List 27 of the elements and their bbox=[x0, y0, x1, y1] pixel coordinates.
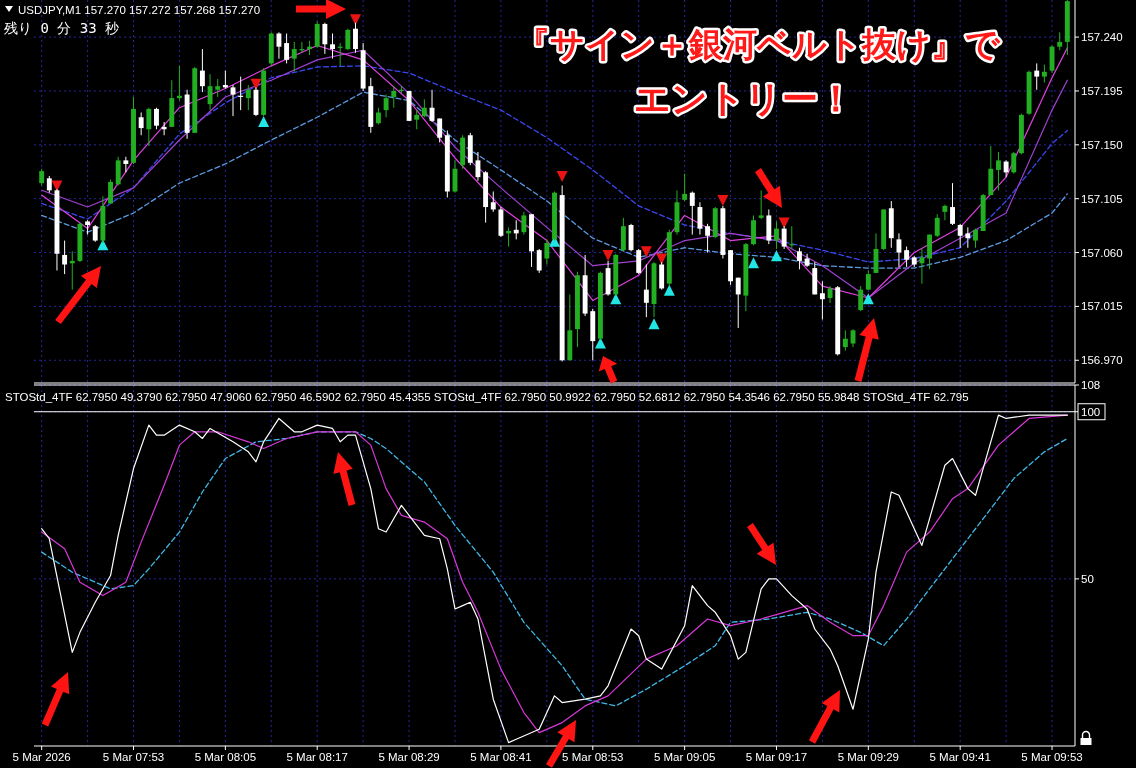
x-tick-label: 5 Mar 08:17 bbox=[286, 751, 348, 763]
x-tick-label: 5 Mar 08:29 bbox=[378, 751, 440, 763]
annotation: エントリー！ bbox=[634, 78, 854, 119]
x-tick-label: 5 Mar 09:41 bbox=[929, 751, 991, 763]
x-tick-label: 5 Mar 09:05 bbox=[653, 751, 716, 763]
y-tick-label: 157.195 bbox=[1081, 84, 1123, 97]
x-tick-label: 5 Mar 08:41 bbox=[470, 751, 532, 763]
y-tick-label: 157.150 bbox=[1081, 138, 1123, 151]
x-tick-label: 5 Mar 09:17 bbox=[745, 751, 808, 763]
y-tick-label: 108 bbox=[1081, 379, 1101, 391]
x-tick-label: 5 Mar 09:29 bbox=[837, 751, 900, 763]
y-tick-label: 157.240 bbox=[1081, 31, 1123, 44]
text: STOStd_4TF 62.7950 49.3790 62.7950 47.9060 62.7950 46.5902 62.7950 45.4355 STOStd_4TF 62.7950 50.9922 62.7950 52.6812 62.7950 54.3546 62.7950 55.9848 STOStd_4TF 62.795 bbox=[5, 391, 969, 403]
y-tick-label: 50 bbox=[1081, 572, 1094, 585]
x-tick-label: 5 Mar 2026 bbox=[12, 751, 71, 763]
annotation: 『サイン＋銀河ベルト抜け』で bbox=[516, 24, 1001, 64]
y-tick-label: 157.015 bbox=[1081, 300, 1123, 313]
y-tick-label: 156.970 bbox=[1081, 354, 1123, 367]
x-tick-label: 5 Mar 08:53 bbox=[562, 751, 624, 763]
x-tick-label: 5 Mar 07:53 bbox=[102, 751, 165, 763]
chart-title: USDJPY,M1 157.270 157.272 157.268 157.270 bbox=[18, 4, 261, 16]
x-tick-label: 5 Mar 08:05 bbox=[194, 751, 257, 763]
x-tick-label: 5 Mar 09:53 bbox=[1021, 751, 1083, 763]
y-tick-label: 100 bbox=[1081, 405, 1101, 418]
y-tick-label: 157.105 bbox=[1081, 192, 1123, 205]
y-tick-label: 157.060 bbox=[1081, 246, 1123, 259]
text: 残り 0 分 33 秒 bbox=[4, 20, 120, 36]
